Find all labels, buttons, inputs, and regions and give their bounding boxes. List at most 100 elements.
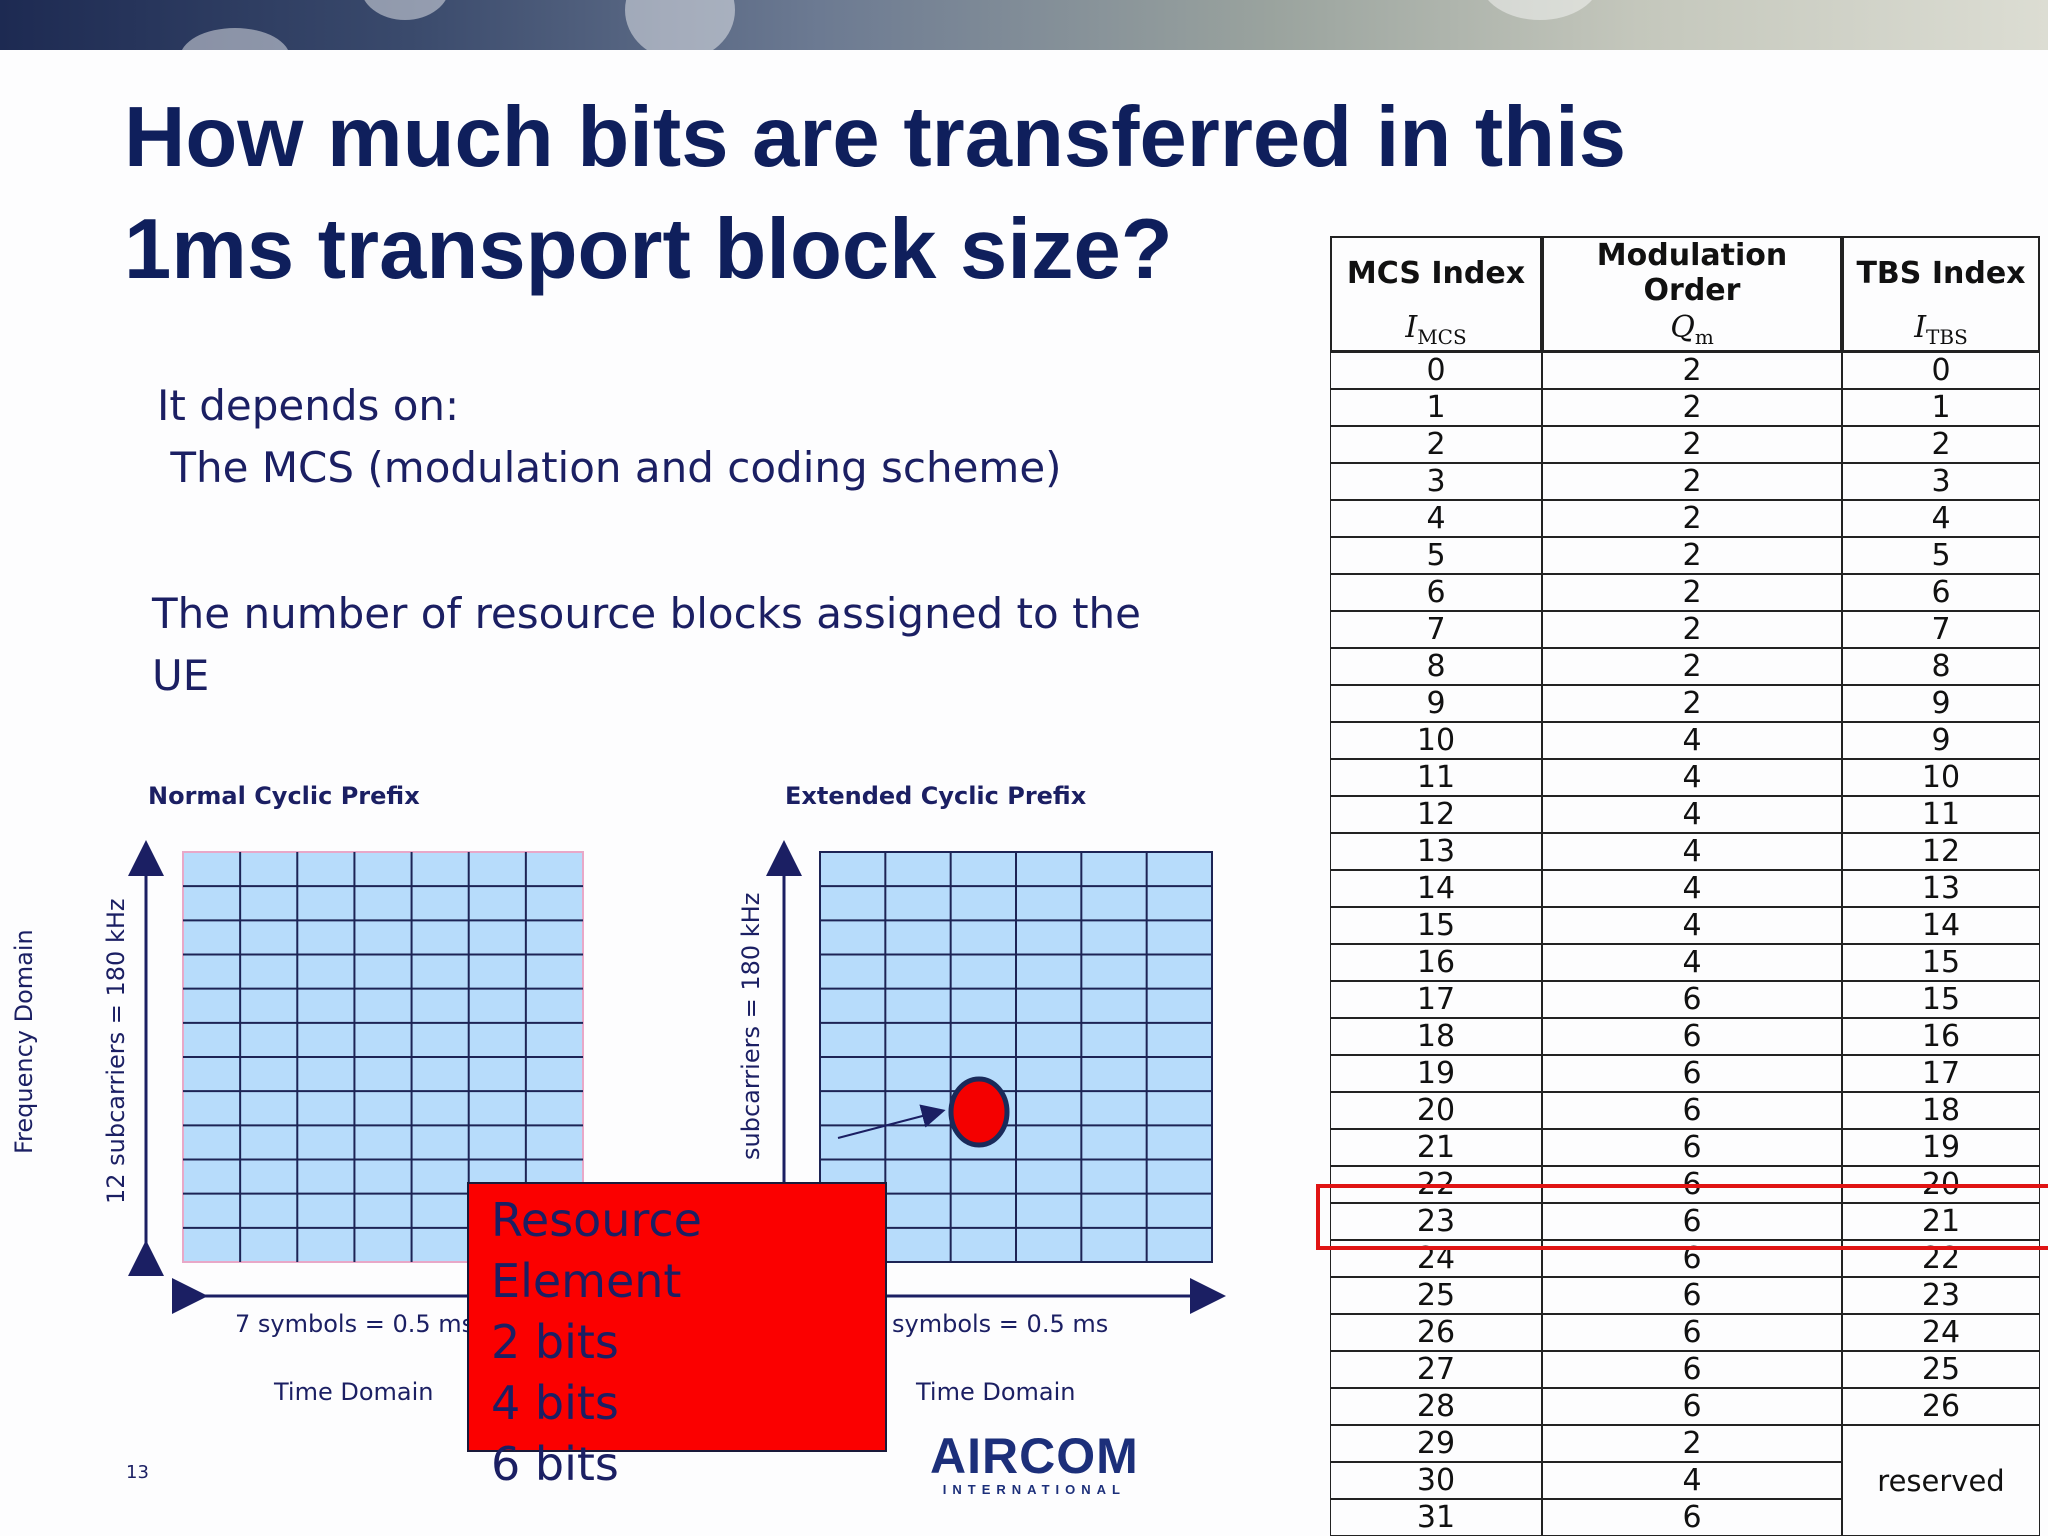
table-cell: 2 xyxy=(1542,500,1842,537)
table-row: 27 6 25 xyxy=(1330,1351,2040,1388)
table-cell: 15 xyxy=(1842,981,2040,1018)
table-cell: 2 xyxy=(1542,685,1842,722)
table-cell: 15 xyxy=(1330,907,1542,944)
table-cell: 4 xyxy=(1542,759,1842,796)
table-cell: 3 xyxy=(1842,463,2040,500)
table-cell: 21 xyxy=(1330,1129,1542,1166)
body-rb-line1: The number of resource blocks assigned t… xyxy=(152,589,1141,638)
callout-line-2: 4 bits xyxy=(491,1376,619,1430)
resource-element-callout: Resource Element 2 bits 4 bits 6 bits xyxy=(467,1182,887,1491)
extended-subcarriers-label: subcarriers = 180 kHz xyxy=(737,892,765,1160)
table-cell: 18 xyxy=(1842,1092,2040,1129)
table-row: 25 6 23 xyxy=(1330,1277,2040,1314)
slide-title-line-2: 1ms transport block size? xyxy=(124,202,1173,297)
table-cell: 10 xyxy=(1330,722,1542,759)
table-cell: 7 xyxy=(1330,611,1542,648)
extended-symbols-label: symbols = 0.5 ms xyxy=(892,1310,1109,1338)
table-cell: 4 xyxy=(1330,500,1542,537)
header-mcs-symbol: IMCS xyxy=(1330,308,1542,352)
callout-line-3: 6 bits xyxy=(491,1437,619,1491)
frequency-domain-label: Frequency Domain xyxy=(10,929,38,1154)
header-mcs-index: MCS Index xyxy=(1330,236,1542,308)
table-cell: 6 xyxy=(1542,981,1842,1018)
table-cell: 11 xyxy=(1330,759,1542,796)
extended-time-domain-label: Time Domain xyxy=(916,1378,1076,1406)
table-cell: 19 xyxy=(1330,1055,1542,1092)
table-cell: 1 xyxy=(1842,389,2040,426)
normal-subcarriers-label: 12 subcarriers = 180 kHz xyxy=(102,898,130,1204)
table-cell: 14 xyxy=(1330,870,1542,907)
slide-title: How much bits are transferred in this 1m… xyxy=(124,82,1824,306)
table-cell: 2 xyxy=(1330,426,1542,463)
aircom-logo: AIRCOM INTERNATIONAL xyxy=(930,1430,1139,1497)
table-row: 23 6 21 xyxy=(1330,1203,2040,1240)
table-row: 14 4 13 xyxy=(1330,870,2040,907)
table-row: 16 4 15 xyxy=(1330,944,2040,981)
table-cell: 2 xyxy=(1542,463,1842,500)
table-cell: 29 xyxy=(1330,1425,1542,1462)
table-cell: 2 xyxy=(1542,426,1842,463)
header-mod-symbol: Qm xyxy=(1542,308,1842,352)
header-tbs-index: TBS Index xyxy=(1842,236,2040,308)
table-row: 18 6 16 xyxy=(1330,1018,2040,1055)
normal-symbols-label: 7 symbols = 0.5 ms xyxy=(235,1310,475,1338)
table-cell: 4 xyxy=(1542,796,1842,833)
table-cell: 4 xyxy=(1542,833,1842,870)
table-cell: 17 xyxy=(1330,981,1542,1018)
table-cell: 5 xyxy=(1330,537,1542,574)
table-cell: 6 xyxy=(1542,1388,1842,1425)
logo-main-text: AIRCOM xyxy=(930,1428,1139,1484)
table-cell: 18 xyxy=(1330,1018,1542,1055)
table-cell: 23 xyxy=(1330,1203,1542,1240)
table-cell: 28 xyxy=(1330,1388,1542,1425)
table-row: 11 4 10 xyxy=(1330,759,2040,796)
table-cell: 8 xyxy=(1330,648,1542,685)
table-cell: 6 xyxy=(1542,1314,1842,1351)
table-cell: 15 xyxy=(1842,944,2040,981)
table-cell: 25 xyxy=(1330,1277,1542,1314)
table-row: 19 6 17 xyxy=(1330,1055,2040,1092)
table-cell: 6 xyxy=(1542,1351,1842,1388)
table-cell: 6 xyxy=(1330,574,1542,611)
table-cell: 1 xyxy=(1330,389,1542,426)
table-cell: 2 xyxy=(1542,352,1842,389)
table-row: 29 2 reserved xyxy=(1330,1425,2040,1536)
table-cell: 2 xyxy=(1542,389,1842,426)
table-cell: 2 xyxy=(1542,537,1842,574)
table-cell: 6 xyxy=(1842,574,2040,611)
table-cell: 26 xyxy=(1842,1388,2040,1425)
table-cell: 12 xyxy=(1842,833,2040,870)
mcs-table-container: MCS Index Modulation Order TBS Index IMC… xyxy=(1330,236,2040,1536)
table-cell: 2 xyxy=(1842,426,2040,463)
table-row: 12 4 11 xyxy=(1330,796,2040,833)
body-mcs: The MCS (modulation and coding scheme) xyxy=(157,443,1062,492)
normal-cp-title: Normal Cyclic Prefix xyxy=(148,782,420,810)
table-cell: 13 xyxy=(1842,870,2040,907)
table-cell: 10 xyxy=(1842,759,2040,796)
table-cell: 16 xyxy=(1330,944,1542,981)
table-cell: 4 xyxy=(1542,907,1842,944)
table-cell: 9 xyxy=(1842,685,2040,722)
table-cell: 0 xyxy=(1842,352,2040,389)
table-cell: 4 xyxy=(1542,1462,1842,1499)
table-cell: 4 xyxy=(1542,722,1842,759)
table-cell: 2 xyxy=(1542,574,1842,611)
header-tbs-symbol: ITBS xyxy=(1842,308,2040,352)
table-cell: 23 xyxy=(1842,1277,2040,1314)
mcs-table: MCS Index Modulation Order TBS Index IMC… xyxy=(1330,236,2040,1536)
table-row: 26 6 24 xyxy=(1330,1314,2040,1351)
table-cell: 7 xyxy=(1842,611,2040,648)
table-cell: 6 xyxy=(1542,1499,1842,1536)
callout-title: Resource Element xyxy=(491,1193,702,1308)
normal-time-domain-label: Time Domain xyxy=(274,1378,434,1406)
extended-cp-title: Extended Cyclic Prefix xyxy=(785,782,1087,810)
body-rb-line2: UE xyxy=(152,651,210,700)
table-row: 28 6 26 xyxy=(1330,1388,2040,1425)
table-cell: 31 xyxy=(1330,1499,1542,1536)
table-cell: 12 xyxy=(1330,796,1542,833)
